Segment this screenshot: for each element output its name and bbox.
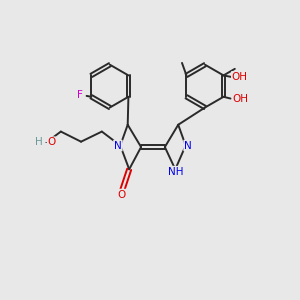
- Text: N: N: [184, 140, 192, 151]
- Text: O: O: [118, 190, 126, 200]
- Text: N: N: [114, 140, 122, 151]
- Text: F: F: [77, 90, 83, 100]
- Text: O: O: [47, 137, 56, 147]
- Text: -: -: [44, 137, 48, 147]
- Text: OH: OH: [232, 72, 248, 82]
- Text: NH: NH: [168, 167, 184, 177]
- Text: H: H: [35, 137, 43, 147]
- Text: OH: OH: [232, 94, 248, 104]
